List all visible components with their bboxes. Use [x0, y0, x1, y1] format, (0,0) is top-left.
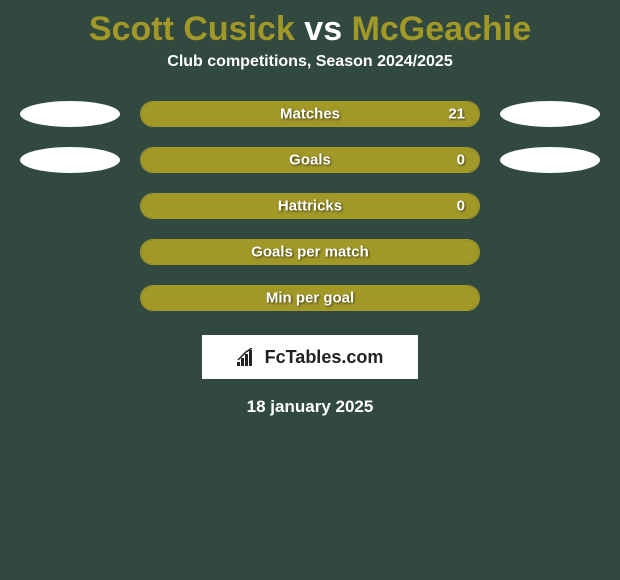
stat-value: 0: [457, 152, 465, 169]
stat-bar: Goals 0: [140, 147, 480, 173]
player1-marker: [20, 147, 120, 173]
stat-label: Hattricks: [278, 198, 342, 215]
branding-text: FcTables.com: [265, 347, 384, 368]
stat-bar: Matches 21: [140, 101, 480, 127]
stat-row: Hattricks 0: [0, 193, 620, 219]
date-label: 18 january 2025: [0, 397, 620, 417]
stat-row: Goals 0: [0, 147, 620, 173]
player2-marker-empty: [500, 285, 600, 311]
stat-row: Min per goal: [0, 285, 620, 311]
player1-marker-empty: [20, 239, 120, 265]
stat-value: 0: [457, 198, 465, 215]
player2-marker-empty: [500, 239, 600, 265]
stat-bar: Goals per match: [140, 239, 480, 265]
stat-row: Goals per match: [0, 239, 620, 265]
player1-marker-empty: [20, 285, 120, 311]
stat-value: 21: [448, 106, 465, 123]
stat-bar: Min per goal: [140, 285, 480, 311]
stat-label: Goals: [289, 152, 331, 169]
branding-badge: FcTables.com: [202, 335, 418, 379]
stats-container: Matches 21 Goals 0 Hattricks 0 Goals per match…: [0, 101, 620, 311]
player2-marker-empty: [500, 193, 600, 219]
title-vs: vs: [304, 10, 342, 48]
player1-marker: [20, 101, 120, 127]
stat-row: Matches 21: [0, 101, 620, 127]
stat-label: Min per goal: [266, 290, 354, 307]
comparison-title: Scott Cusick vs McGeachie: [0, 0, 620, 53]
stat-label: Goals per match: [251, 244, 369, 261]
stat-bar: Hattricks 0: [140, 193, 480, 219]
chart-icon: [237, 348, 259, 366]
player1-marker-empty: [20, 193, 120, 219]
player2-name: McGeachie: [352, 10, 532, 48]
stat-label: Matches: [280, 106, 340, 123]
player2-marker: [500, 101, 600, 127]
player1-name: Scott Cusick: [89, 10, 295, 48]
player2-marker: [500, 147, 600, 173]
subtitle: Club competitions, Season 2024/2025: [0, 53, 620, 101]
